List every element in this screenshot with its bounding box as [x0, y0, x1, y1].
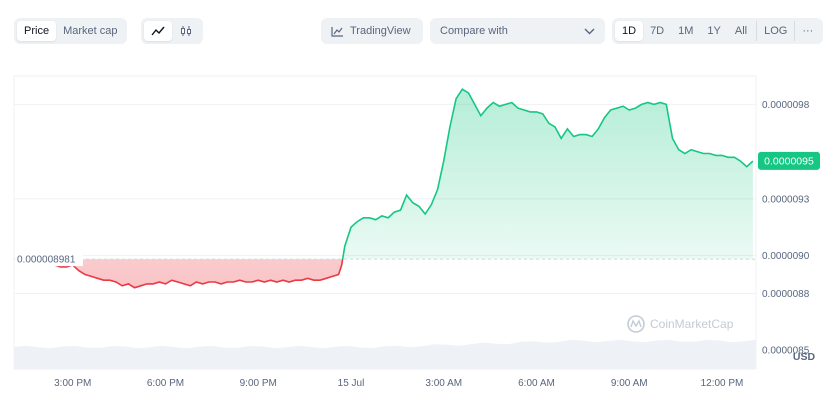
- more-options-button[interactable]: ···: [794, 21, 820, 41]
- watermark-text: CoinMarketCap: [650, 317, 734, 331]
- x-tick-label: 6:00 AM: [518, 378, 555, 389]
- x-tick-label: 3:00 PM: [54, 378, 91, 389]
- y-axis: 0.0000098 0.0000093 0.0000090 0.0000088 0.00…: [762, 100, 810, 357]
- metric-toggle: Price Market cap: [14, 18, 128, 44]
- chart-style-toggle: [141, 18, 203, 44]
- range-7d[interactable]: 7D: [650, 25, 665, 37]
- x-tick-label: 12:00 PM: [701, 378, 744, 389]
- area-above-baseline: [48, 89, 753, 260]
- y-tick-label: 0.0000088: [762, 289, 810, 300]
- y-tick-label: 0.0000085: [762, 346, 810, 357]
- price-line-up: [341, 88, 754, 260]
- x-tick-label: 3:00 AM: [425, 378, 462, 389]
- range-1m[interactable]: 1M: [678, 25, 694, 37]
- y-tick-label: 0.0000090: [762, 251, 810, 262]
- y-tick-label: 0.0000098: [762, 100, 810, 111]
- tradingview-label: TradingView: [350, 25, 411, 37]
- compare-with-label: Compare with: [440, 25, 508, 37]
- volume-area: [14, 339, 756, 369]
- range-1d[interactable]: 1D: [615, 21, 644, 41]
- range-log[interactable]: LOG: [756, 21, 794, 41]
- range-all[interactable]: All: [734, 25, 748, 37]
- candlestick-icon[interactable]: [172, 21, 200, 41]
- x-tick-label: 6:00 PM: [147, 378, 184, 389]
- range-1y[interactable]: 1Y: [707, 25, 721, 37]
- x-tick-label: 9:00 AM: [611, 378, 648, 389]
- x-tick-label: 15 Jul: [338, 378, 365, 389]
- tab-price[interactable]: Price: [17, 21, 57, 41]
- x-axis: 3:00 PM 6:00 PM 9:00 PM 15 Jul 3:00 AM 6:00 A…: [54, 378, 743, 389]
- current-price-label: 0.0000095: [764, 155, 814, 167]
- watermark: CoinMarketCap: [627, 315, 734, 333]
- range-toggle: 1D 7D 1M 1Y All LOG ···: [612, 18, 824, 44]
- compare-with-dropdown[interactable]: Compare with: [430, 18, 605, 44]
- baseline-tag: 0.000008981: [15, 252, 83, 267]
- tab-market-cap[interactable]: Market cap: [63, 25, 118, 37]
- chevron-down-icon: [584, 28, 595, 34]
- price-chart: CoinMarketCap 0.000008981 0.00000980.000…: [13, 75, 820, 389]
- currency-label: USD: [793, 351, 816, 363]
- tradingview-button[interactable]: TradingView: [321, 18, 423, 44]
- x-tick-label: 9:00 PM: [240, 378, 277, 389]
- price-line-down: [47, 259, 344, 289]
- chart-toolbar: Price Market cap TradingView Compare wit…: [0, 0, 838, 62]
- y-tick-label: 0.0000093: [762, 194, 810, 205]
- tradingview-chart-icon: [331, 26, 343, 37]
- current-price-tag: 0.0000095: [758, 151, 820, 170]
- line-chart-icon[interactable]: [144, 21, 172, 41]
- baseline-label: 0.000008981: [17, 255, 76, 266]
